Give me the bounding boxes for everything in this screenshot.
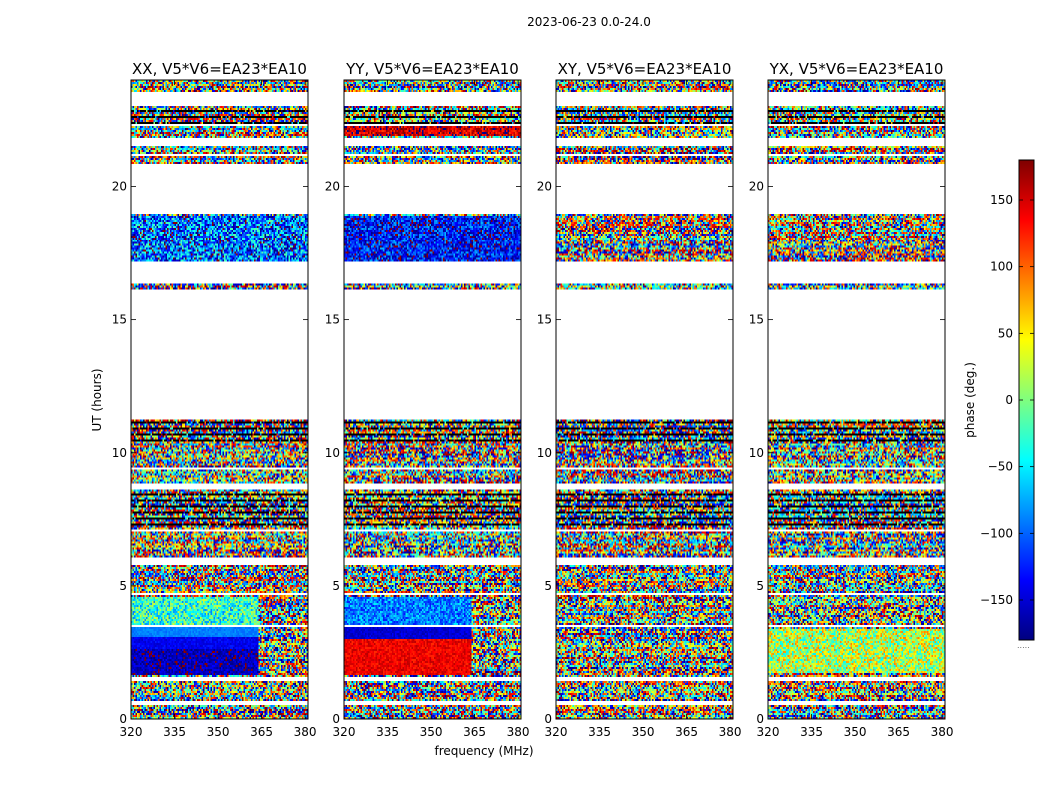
x-tick-label: 335 — [163, 725, 186, 739]
y-tick-label: 5 — [119, 579, 127, 593]
x-tick-label: 380 — [931, 725, 954, 739]
colorbar-tick-label: 100 — [990, 260, 1013, 274]
y-tick-label: 10 — [749, 446, 764, 460]
y-tick-label: 5 — [544, 579, 552, 593]
y-tick-label: 10 — [537, 446, 552, 460]
colorbar-dots: ..... — [1017, 641, 1030, 650]
panel-3-frame — [555, 79, 734, 720]
y-tick-label: 20 — [112, 180, 127, 194]
x-tick-label: 335 — [800, 725, 823, 739]
y-tick-label: 0 — [756, 712, 764, 726]
x-tick-label: 350 — [632, 725, 655, 739]
x-tick-label: 365 — [675, 725, 698, 739]
panel-2-heatmap — [344, 80, 521, 719]
x-tick-label: 320 — [333, 725, 356, 739]
x-tick-label: 365 — [463, 725, 486, 739]
y-tick-label: 5 — [756, 579, 764, 593]
colorbar-tick-label: −100 — [980, 526, 1013, 540]
panel-4: YX, V5*V6=EA23*EA10 320 335 350 365 380 0 5 10 15… — [749, 60, 954, 739]
y-tick-label: 15 — [112, 313, 127, 327]
panel-3: XY, V5*V6=EA23*EA10 320 335 350 365 380 0 5 10 15… — [537, 60, 742, 739]
y-tick-label: 0 — [332, 712, 340, 726]
y-tick-label: 15 — [537, 313, 552, 327]
x-tick-label: 350 — [207, 725, 230, 739]
y-tick-label: 20 — [537, 180, 552, 194]
x-tick-label: 335 — [376, 725, 399, 739]
y-tick-label: 20 — [749, 180, 764, 194]
colorbar: −150 −100 −50 0 50 100 150 — [980, 159, 1035, 641]
panel-3-title: XY, V5*V6=EA23*EA10 — [558, 60, 732, 78]
colorbar-tick-label: 150 — [990, 193, 1013, 207]
panel-4-heatmap — [768, 80, 945, 719]
x-axis-label: frequency (MHz) — [434, 744, 533, 758]
y-tick-label: 15 — [325, 313, 340, 327]
panel-3-heatmap — [556, 80, 733, 719]
panel-2-title: YY, V5*V6=EA23*EA10 — [345, 60, 519, 78]
y-tick-label: 0 — [119, 712, 127, 726]
y-axis-label: UT (hours) — [90, 368, 104, 431]
x-tick-label: 380 — [719, 725, 742, 739]
x-tick-label: 380 — [507, 725, 530, 739]
panel-2-frame — [343, 79, 522, 720]
panel-1-frame — [130, 79, 309, 720]
y-tick-label: 10 — [325, 446, 340, 460]
figure-suptitle: 2023-06-23 0.0-24.0 — [527, 15, 651, 29]
y-tick-label: 5 — [332, 579, 340, 593]
y-tick-label: 15 — [749, 313, 764, 327]
x-tick-label: 320 — [545, 725, 568, 739]
x-tick-label: 380 — [294, 725, 317, 739]
colorbar-tick-label: −150 — [980, 593, 1013, 607]
panels: XX, V5*V6=EA23*EA10 320 335 350 365 380 0 5 10 15… — [112, 60, 954, 739]
colorbar-tick-label: 50 — [998, 326, 1013, 340]
x-tick-label: 365 — [250, 725, 273, 739]
panel-2: YY, V5*V6=EA23*EA10 320 335 350 365 380 0 5 10 15… — [325, 60, 530, 739]
colorbar-label: phase (deg.) — [963, 362, 977, 438]
panel-1-title: XX, V5*V6=EA23*EA10 — [132, 60, 307, 78]
colorbar-tick-label: 0 — [1005, 393, 1013, 407]
y-tick-label: 0 — [544, 712, 552, 726]
panel-4-frame — [767, 79, 946, 720]
x-tick-label: 365 — [887, 725, 910, 739]
panel-1-heatmap — [131, 80, 308, 719]
y-tick-label: 20 — [325, 180, 340, 194]
x-tick-label: 350 — [420, 725, 443, 739]
panel-1: XX, V5*V6=EA23*EA10 320 335 350 365 380 0 5 10 15… — [112, 60, 317, 739]
x-tick-label: 350 — [844, 725, 867, 739]
panel-4-title: YX, V5*V6=EA23*EA10 — [769, 60, 944, 78]
y-tick-label: 10 — [112, 446, 127, 460]
x-tick-label: 320 — [757, 725, 780, 739]
x-tick-label: 335 — [588, 725, 611, 739]
x-tick-label: 320 — [120, 725, 143, 739]
colorbar-tick-label: −50 — [988, 460, 1013, 474]
